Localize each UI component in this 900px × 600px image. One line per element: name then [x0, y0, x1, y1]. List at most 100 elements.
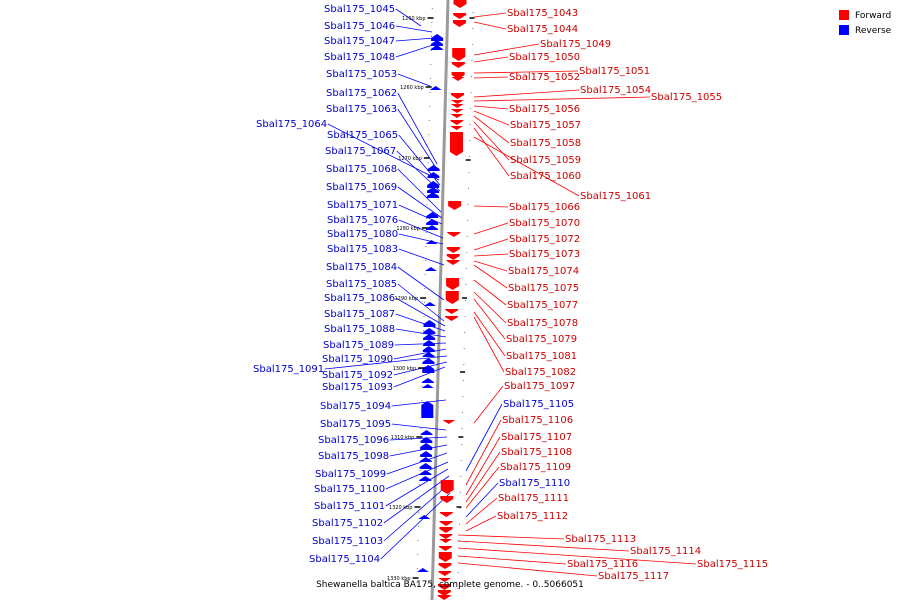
reverse-gene-label[interactable]: Sbal175_1084	[326, 262, 397, 273]
reverse-gene-label[interactable]: Sbal175_1103	[312, 536, 383, 547]
forward-gene-label[interactable]: Sbal175_1108	[501, 447, 572, 458]
forward-gene-label[interactable]: Sbal175_1097	[504, 381, 575, 392]
forward-gene-label[interactable]: Sbal175_1081	[506, 351, 577, 362]
forward-gene-label[interactable]: Sbal175_1072	[509, 234, 580, 245]
reverse-gene-label[interactable]: Sbal175_1076	[327, 215, 398, 226]
reverse-gene-label[interactable]: Sbal175_1099	[315, 469, 386, 480]
reverse-gene-glyph[interactable]	[420, 437, 433, 443]
forward-gene-label[interactable]: Sbal175_1061	[580, 191, 651, 202]
reverse-gene-glyph[interactable]	[419, 457, 432, 462]
reverse-gene-glyph[interactable]	[425, 240, 438, 244]
forward-gene-label[interactable]: Sbal175_1055	[651, 92, 722, 103]
forward-gene-glyph[interactable]	[438, 578, 452, 582]
forward-gene-glyph[interactable]	[451, 72, 465, 79]
forward-gene-glyph[interactable]	[451, 62, 465, 68]
forward-gene-glyph[interactable]	[446, 260, 460, 265]
reverse-gene-glyph[interactable]	[427, 165, 440, 171]
forward-gene-label[interactable]: Sbal175_1050	[509, 52, 580, 63]
forward-gene-glyph[interactable]	[437, 590, 451, 596]
forward-gene-glyph[interactable]	[438, 546, 452, 551]
forward-gene-label[interactable]: Sbal175_1111	[498, 493, 569, 504]
forward-gene-glyph[interactable]	[447, 232, 461, 237]
forward-gene-glyph[interactable]	[437, 595, 451, 600]
forward-gene-label[interactable]: Sbal175_1075	[508, 283, 579, 294]
forward-gene-glyph[interactable]	[439, 527, 453, 533]
reverse-gene-label[interactable]: Sbal175_1053	[326, 69, 397, 80]
reverse-gene-glyph[interactable]	[427, 181, 440, 188]
reverse-gene-label[interactable]: Sbal175_1094	[320, 401, 391, 412]
forward-gene-glyph[interactable]	[450, 120, 464, 125]
forward-gene-glyph[interactable]	[445, 291, 459, 304]
forward-gene-glyph[interactable]	[445, 309, 459, 314]
forward-gene-glyph[interactable]	[450, 100, 464, 104]
forward-gene-label[interactable]: Sbal175_1117	[598, 571, 669, 582]
reverse-gene-label[interactable]: Sbal175_1095	[320, 419, 391, 430]
forward-gene-glyph[interactable]	[452, 20, 466, 27]
forward-gene-glyph[interactable]	[438, 552, 452, 562]
forward-gene-label[interactable]: Sbal175_1116	[567, 559, 638, 570]
reverse-gene-glyph[interactable]	[424, 267, 437, 271]
forward-gene-glyph[interactable]	[451, 93, 465, 99]
reverse-gene-label[interactable]: Sbal175_1048	[324, 52, 395, 63]
forward-gene-glyph[interactable]	[448, 201, 462, 210]
forward-gene-glyph[interactable]	[450, 126, 464, 130]
reverse-gene-glyph[interactable]	[420, 430, 433, 435]
reverse-gene-label[interactable]: Sbal175_1098	[318, 451, 389, 462]
reverse-gene-glyph[interactable]	[421, 378, 434, 383]
reverse-gene-label[interactable]: Sbal175_1047	[324, 36, 395, 47]
reverse-gene-label[interactable]: Sbal175_1092	[322, 370, 393, 381]
forward-gene-label[interactable]: Sbal175_1079	[506, 334, 577, 345]
reverse-gene-label[interactable]: Sbal175_1100	[314, 484, 385, 495]
reverse-gene-glyph[interactable]	[423, 328, 436, 334]
forward-gene-label[interactable]: Sbal175_1073	[509, 249, 580, 260]
forward-gene-glyph[interactable]	[451, 77, 465, 81]
forward-gene-glyph[interactable]	[440, 480, 454, 494]
reverse-gene-label[interactable]: Sbal175_1088	[324, 324, 395, 335]
forward-gene-label[interactable]: Sbal175_1115	[697, 559, 768, 570]
forward-gene-label[interactable]: Sbal175_1107	[501, 432, 572, 443]
forward-gene-label[interactable]: Sbal175_1110	[499, 478, 570, 489]
forward-gene-label[interactable]: Sbal175_1057	[510, 120, 581, 131]
reverse-gene-glyph[interactable]	[426, 219, 439, 225]
forward-gene-glyph[interactable]	[446, 254, 460, 260]
forward-gene-glyph[interactable]	[439, 539, 453, 543]
reverse-gene-label[interactable]: Sbal175_1069	[326, 182, 397, 193]
reverse-gene-label[interactable]: Sbal175_1067	[325, 146, 396, 157]
reverse-gene-glyph[interactable]	[426, 192, 439, 198]
forward-gene-label[interactable]: Sbal175_1113	[565, 534, 636, 545]
forward-gene-label[interactable]: Sbal175_1106	[502, 415, 573, 426]
forward-gene-label[interactable]: Sbal175_1112	[497, 511, 568, 522]
reverse-gene-glyph[interactable]	[421, 401, 434, 418]
reverse-gene-label[interactable]: Sbal175_1091	[253, 364, 324, 375]
reverse-gene-label[interactable]: Sbal175_1080	[327, 229, 398, 240]
reverse-gene-label[interactable]: Sbal175_1087	[324, 309, 395, 320]
reverse-gene-glyph[interactable]	[422, 352, 435, 357]
reverse-gene-label[interactable]: Sbal175_1046	[324, 21, 395, 32]
forward-gene-label[interactable]: Sbal175_1051	[579, 66, 650, 77]
reverse-gene-glyph[interactable]	[431, 34, 444, 41]
forward-gene-label[interactable]: Sbal175_1109	[500, 462, 571, 473]
forward-gene-label[interactable]: Sbal175_1043	[507, 8, 578, 19]
reverse-gene-label[interactable]: Sbal175_1071	[327, 200, 398, 211]
forward-gene-label[interactable]: Sbal175_1052	[509, 72, 580, 83]
reverse-gene-label[interactable]: Sbal175_1104	[309, 554, 380, 565]
reverse-gene-label[interactable]: Sbal175_1083	[327, 244, 398, 255]
reverse-gene-glyph[interactable]	[426, 225, 438, 230]
forward-gene-glyph[interactable]	[445, 316, 459, 321]
forward-gene-glyph[interactable]	[450, 109, 464, 113]
forward-gene-glyph[interactable]	[452, 48, 466, 61]
reverse-gene-glyph[interactable]	[422, 340, 435, 346]
forward-gene-glyph[interactable]	[446, 278, 460, 290]
reverse-gene-label[interactable]: Sbal175_1085	[326, 279, 397, 290]
forward-gene-label[interactable]: Sbal175_1058	[510, 138, 581, 149]
forward-gene-label[interactable]: Sbal175_1054	[580, 85, 651, 96]
reverse-gene-glyph[interactable]	[422, 358, 435, 364]
reverse-gene-glyph[interactable]	[426, 212, 439, 218]
reverse-gene-label[interactable]: Sbal175_1062	[326, 88, 397, 99]
reverse-gene-label[interactable]: Sbal175_1089	[323, 340, 394, 351]
forward-gene-label[interactable]: Sbal175_1049	[540, 39, 611, 50]
reverse-gene-label[interactable]: Sbal175_1090	[322, 354, 393, 365]
reverse-gene-label[interactable]: Sbal175_1101	[314, 501, 385, 512]
forward-gene-glyph[interactable]	[439, 521, 453, 526]
forward-gene-label[interactable]: Sbal175_1082	[505, 367, 576, 378]
